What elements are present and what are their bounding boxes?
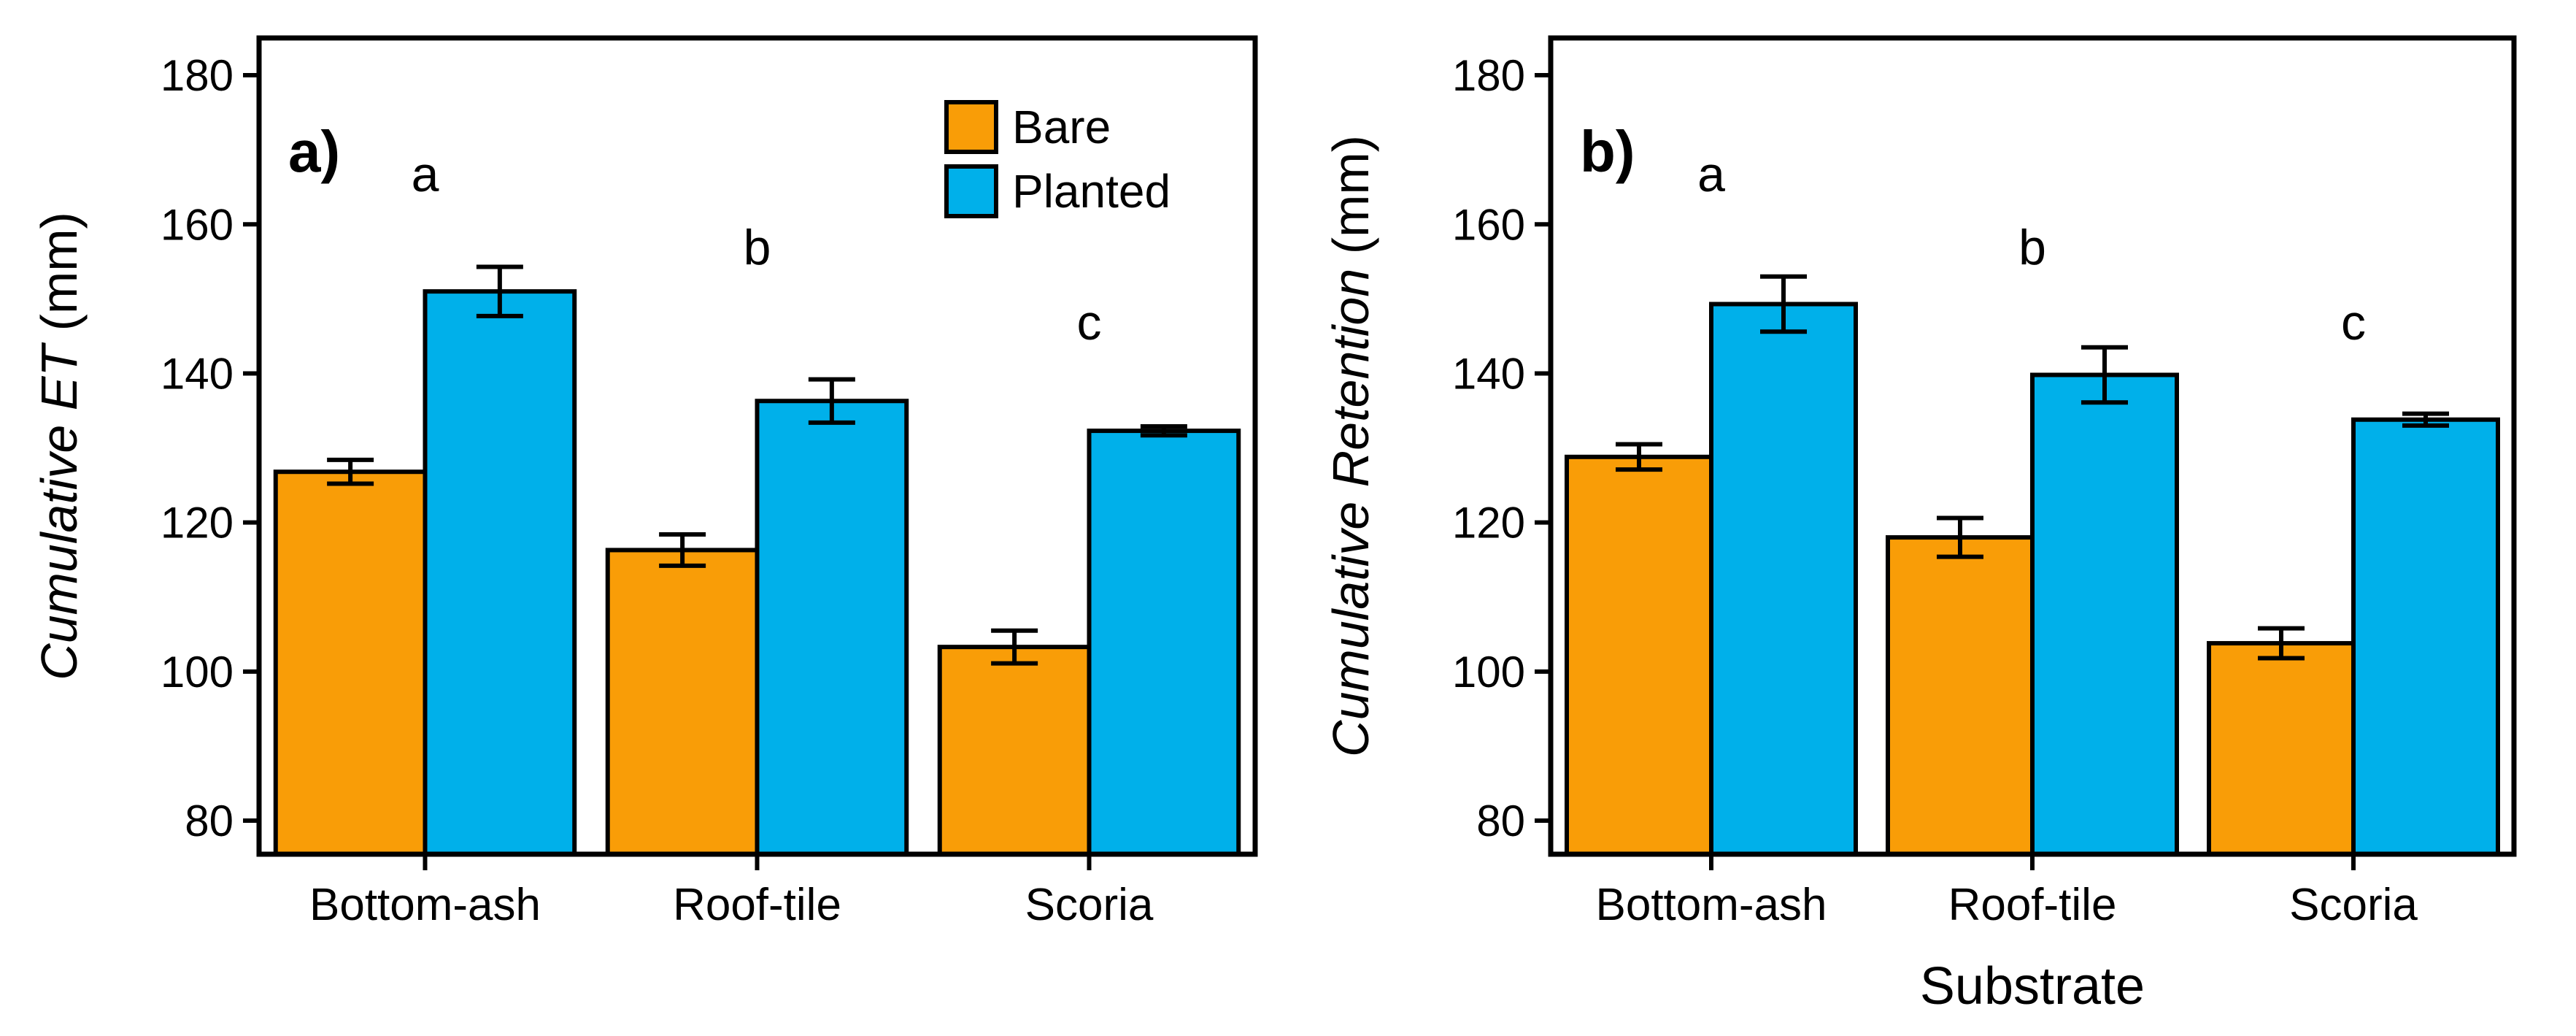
bar-planted-bottom-ash — [1709, 302, 1858, 856]
plot-frame — [256, 35, 1258, 857]
y-tick-label-160: 160 — [161, 200, 234, 249]
y-tick-label-120: 120 — [1452, 499, 1525, 548]
y-tick-label-100: 100 — [1452, 648, 1525, 697]
y-axis-label-main: Cumulative ET — [31, 342, 88, 680]
significance-letter-c: c — [1077, 295, 1102, 350]
legend: Bare Planted — [944, 100, 1171, 218]
panel-b: Bottom-ash a Roof-tile b Scoria c 80 100 120 140 1… — [1322, 35, 2517, 1016]
bar-planted-bottom-ash — [423, 289, 577, 856]
y-axis-label-unit: (mm) — [1322, 135, 1379, 269]
x-tick-label-scoria: Scoria — [2289, 880, 2418, 930]
panel-label: b) — [1580, 119, 1635, 184]
y-tick-label-180: 180 — [161, 51, 234, 100]
bar-bare-bottom-ash — [1565, 454, 1713, 856]
bar-bare-roof-tile — [1886, 535, 2035, 856]
legend-label-planted: Planted — [1012, 165, 1171, 218]
significance-letter-c: c — [2341, 295, 2366, 350]
panel-a: Bottom-ash a Roof-tile b Scoria c 80 100 120 140 1… — [31, 35, 1258, 930]
x-tick-label-bottom-ash: Bottom-ash — [1595, 880, 1827, 930]
bar-bare-roof-tile — [605, 548, 760, 856]
bar-planted-scoria — [2351, 417, 2500, 856]
bar-bare-scoria — [2207, 641, 2356, 857]
y-tick-label-140: 140 — [1452, 349, 1525, 398]
y-tick-label-120: 120 — [161, 499, 234, 548]
y-tick-label-140: 140 — [161, 349, 234, 398]
x-tick-label-scoria: Scoria — [1025, 880, 1154, 930]
y-axis-label-main: Cumulative Retention — [1322, 269, 1379, 757]
panel-label: a) — [288, 119, 340, 184]
legend-label-bare: Bare — [1012, 101, 1111, 153]
plot-frame — [1548, 35, 2517, 857]
x-axis-label: Substrate — [1920, 957, 2145, 1016]
y-axis-label-unit: (mm) — [31, 212, 88, 345]
y-axis-label: Cumulative Retention (mm) — [1322, 135, 1379, 757]
x-tick-label-bottom-ash: Bottom-ash — [309, 880, 541, 930]
legend-swatch-bare — [944, 100, 998, 154]
y-tick-label-80: 80 — [185, 797, 234, 845]
legend-swatch-planted — [944, 164, 998, 218]
y-tick-label-180: 180 — [1452, 51, 1525, 100]
x-tick-label-roof-tile: Roof-tile — [673, 880, 841, 930]
y-tick-label-80: 80 — [1476, 797, 1525, 845]
significance-letter-a: a — [1697, 147, 1725, 202]
y-axis-label: Cumulative ET (mm) — [31, 212, 88, 680]
bar-planted-roof-tile — [755, 399, 909, 856]
significance-letter-a: a — [412, 147, 439, 202]
bar-bare-bottom-ash — [273, 469, 428, 856]
bar-bare-scoria — [937, 645, 1092, 856]
significance-letter-b: b — [744, 220, 771, 275]
y-tick-label-100: 100 — [161, 648, 234, 697]
x-tick-label-roof-tile: Roof-tile — [1948, 880, 2117, 930]
bar-planted-roof-tile — [2030, 372, 2179, 856]
significance-letter-b: b — [2018, 220, 2046, 275]
bar-planted-scoria — [1087, 429, 1241, 856]
y-tick-label-160: 160 — [1452, 200, 1525, 249]
